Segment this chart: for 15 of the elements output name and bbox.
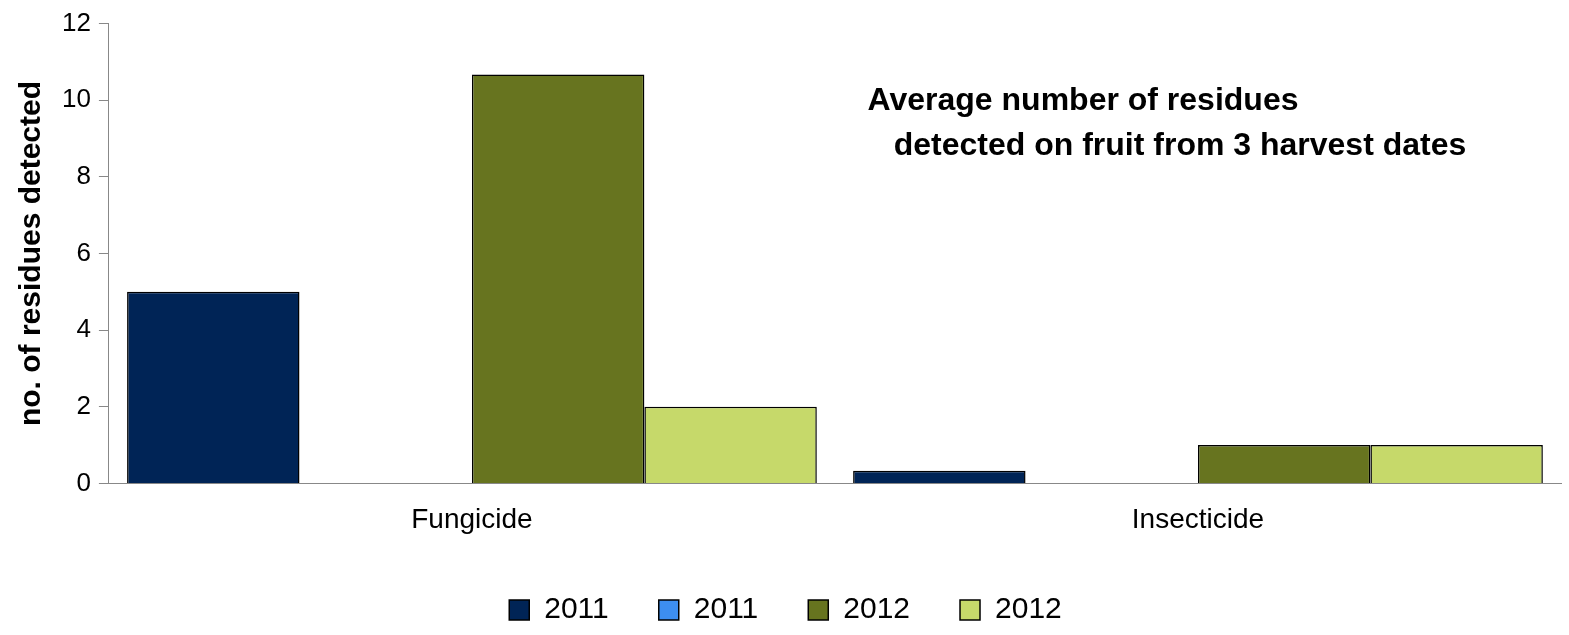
y-tick-label: 12 (62, 6, 91, 37)
y-axis-title: no. of residues detected (13, 80, 47, 427)
y-tick-label: 2 (76, 389, 91, 420)
y-tick-label: 6 (76, 236, 91, 267)
y-tick-label: 8 (76, 160, 91, 191)
legend-label: 2012 (843, 591, 911, 625)
legend-label: 2011 (544, 591, 609, 625)
x-tick-label: Insecticide (1131, 502, 1265, 534)
y-tick-label: 4 (76, 313, 91, 344)
legend-label: 2012 (995, 591, 1062, 625)
y-tick-label: 10 (62, 83, 91, 114)
text: Average number of residues detected on fruit from 3 harvest dates (867, 81, 1467, 163)
legend-label: 2011 (693, 591, 759, 625)
x-tick-label: Fungicide (411, 502, 533, 534)
y-tick-label: 0 (76, 466, 91, 497)
